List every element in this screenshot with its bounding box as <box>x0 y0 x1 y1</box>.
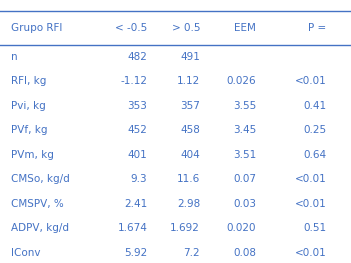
Text: 0.51: 0.51 <box>303 223 326 233</box>
Text: RFI, kg: RFI, kg <box>11 76 46 87</box>
Text: 0.026: 0.026 <box>227 76 256 87</box>
Text: 0.25: 0.25 <box>303 125 326 135</box>
Text: 0.08: 0.08 <box>233 247 256 258</box>
Text: 0.07: 0.07 <box>233 174 256 184</box>
Text: <0.01: <0.01 <box>295 174 326 184</box>
Text: 0.03: 0.03 <box>233 199 256 209</box>
Text: 9.3: 9.3 <box>131 174 147 184</box>
Text: 401: 401 <box>128 150 147 160</box>
Text: < -0.5: < -0.5 <box>115 23 147 33</box>
Text: <0.01: <0.01 <box>295 199 326 209</box>
Text: 1.692: 1.692 <box>170 223 200 233</box>
Text: 0.64: 0.64 <box>303 150 326 160</box>
Text: > 0.5: > 0.5 <box>172 23 200 33</box>
Text: 5.92: 5.92 <box>124 247 147 258</box>
Text: 3.45: 3.45 <box>233 125 256 135</box>
Text: 404: 404 <box>180 150 200 160</box>
Text: PVm, kg: PVm, kg <box>11 150 53 160</box>
Text: <0.01: <0.01 <box>295 76 326 87</box>
Text: 0.020: 0.020 <box>227 223 256 233</box>
Text: 2.41: 2.41 <box>124 199 147 209</box>
Text: 7.2: 7.2 <box>184 247 200 258</box>
Text: 2.98: 2.98 <box>177 199 200 209</box>
Text: CMSPV, %: CMSPV, % <box>11 199 63 209</box>
Text: Grupo RFI: Grupo RFI <box>11 23 62 33</box>
Text: 452: 452 <box>127 125 147 135</box>
Text: 1.674: 1.674 <box>118 223 147 233</box>
Text: 482: 482 <box>127 52 147 62</box>
Text: 353: 353 <box>127 101 147 111</box>
Text: 3.51: 3.51 <box>233 150 256 160</box>
Text: 357: 357 <box>180 101 200 111</box>
Text: 0.41: 0.41 <box>303 101 326 111</box>
Text: Pvi, kg: Pvi, kg <box>11 101 45 111</box>
Text: CMSo, kg/d: CMSo, kg/d <box>11 174 69 184</box>
Text: EEM: EEM <box>234 23 256 33</box>
Text: PVf, kg: PVf, kg <box>11 125 47 135</box>
Text: 491: 491 <box>180 52 200 62</box>
Text: <0.01: <0.01 <box>295 247 326 258</box>
Text: P =: P = <box>308 23 326 33</box>
Text: 3.55: 3.55 <box>233 101 256 111</box>
Text: -1.12: -1.12 <box>120 76 147 87</box>
Text: 11.6: 11.6 <box>177 174 200 184</box>
Text: ADPV, kg/d: ADPV, kg/d <box>11 223 68 233</box>
Text: n: n <box>11 52 17 62</box>
Text: 1.12: 1.12 <box>177 76 200 87</box>
Text: 458: 458 <box>180 125 200 135</box>
Text: IConv: IConv <box>11 247 40 258</box>
